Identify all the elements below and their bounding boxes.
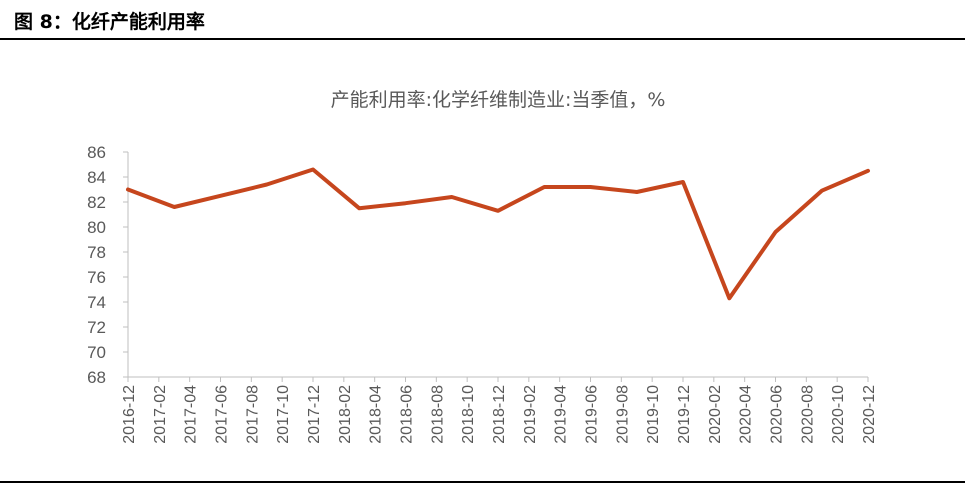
x-tick-label: 2019-02: [522, 385, 539, 444]
data-point: [820, 189, 824, 193]
data-point: [219, 194, 222, 198]
data-point: [635, 190, 639, 194]
x-tick-label: 2020-08: [799, 385, 816, 444]
data-point: [866, 169, 870, 173]
y-tick-label: 70: [87, 343, 106, 362]
data-point: [681, 180, 685, 184]
data-point: [542, 185, 546, 189]
data-point: [727, 296, 731, 300]
x-tick-label: 2020-10: [830, 385, 847, 444]
x-tick-label: 2020-12: [861, 385, 878, 444]
figure-label: 图 8：化纤产能利用率: [14, 11, 205, 33]
x-tick-label: 2020-06: [769, 385, 786, 444]
chart-title: 产能利用率:化学纤维制造业:当季值，%: [331, 89, 666, 111]
data-point: [357, 206, 361, 210]
x-tick-label: 2019-12: [676, 385, 693, 444]
x-tick-label: 2019-06: [584, 385, 601, 444]
series-line: [126, 167, 870, 301]
y-tick-label: 80: [87, 218, 106, 237]
x-tick-label: 2019-04: [553, 385, 570, 444]
x-axis: 2016-12 2017-02 2017-04 2017-06 2017-08 2017-…: [121, 376, 878, 444]
x-tick-label: 2017-10: [275, 385, 292, 444]
x-tick-label: 2017-04: [183, 385, 200, 444]
x-tick-label: 2018-12: [491, 385, 508, 444]
data-point: [265, 183, 269, 186]
x-tick-label: 2018-04: [368, 385, 385, 444]
data-point: [774, 230, 777, 234]
data-point: [496, 209, 500, 213]
line-chart: 产能利用率:化学纤维制造业:当季值，% 68 70 72 74 76 78 80 82 84 86…: [87, 89, 878, 444]
x-tick-label: 2018-02: [337, 385, 354, 444]
series-layer: [126, 167, 870, 301]
x-tick-label: 2018-06: [399, 385, 416, 444]
y-tick-label: 76: [87, 268, 106, 287]
data-point: [172, 205, 176, 209]
data-point: [404, 201, 407, 205]
x-tick-label: 2017-08: [244, 385, 261, 444]
data-point: [126, 188, 130, 191]
chart-area: 产能利用率:化学纤维制造业:当季值，% 68 70 72 74 76 78 80 82 84 86…: [0, 60, 965, 480]
figure-header: 图 8：化纤产能利用率: [0, 0, 965, 40]
x-tick-label: 2017-02: [152, 385, 169, 444]
source-note: [0, 483, 965, 487]
data-point: [589, 185, 592, 189]
x-tick-label: 2019-10: [645, 385, 662, 444]
y-tick-label: 78: [87, 243, 106, 262]
x-tick-label: 2018-08: [429, 385, 446, 444]
y-tick-label: 74: [87, 293, 106, 312]
y-tick-label: 72: [87, 318, 106, 337]
x-tick-label: 2020-04: [738, 385, 755, 444]
data-point: [450, 195, 454, 199]
bottom-rule: [0, 481, 965, 483]
x-tick-label: 2020-02: [707, 385, 724, 444]
data-point: [311, 168, 315, 171]
x-tick-label: 2016-12: [121, 385, 138, 444]
x-tick-label: 2017-12: [306, 385, 323, 444]
x-tick-label: 2019-08: [614, 385, 631, 444]
x-tick-label: 2018-10: [460, 385, 477, 444]
y-tick-label: 82: [87, 193, 106, 212]
y-tick-label: 68: [87, 368, 106, 387]
y-axis: 68 70 72 74 76 78 80 82 84 86: [87, 143, 129, 387]
x-tick-label: 2017-06: [214, 385, 231, 444]
y-tick-label: 86: [87, 143, 106, 162]
y-tick-label: 84: [87, 168, 106, 187]
